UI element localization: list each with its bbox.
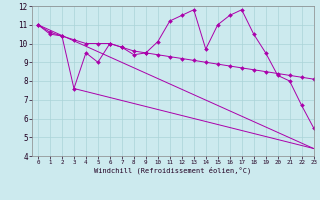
X-axis label: Windchill (Refroidissement éolien,°C): Windchill (Refroidissement éolien,°C) bbox=[94, 167, 252, 174]
